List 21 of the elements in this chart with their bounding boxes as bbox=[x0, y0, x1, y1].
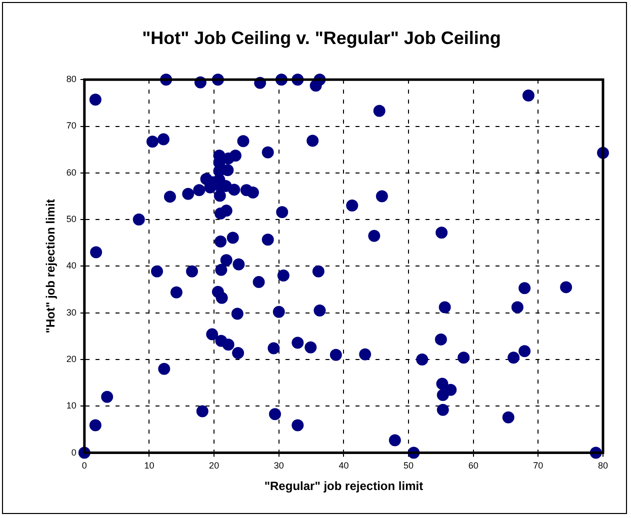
x-tick-label: 30 bbox=[274, 460, 284, 471]
y-tick-label: 40 bbox=[66, 260, 76, 271]
x-tick-label: 50 bbox=[404, 460, 414, 471]
x-tick-label: 40 bbox=[338, 460, 349, 471]
x-tick-label: 10 bbox=[144, 460, 154, 471]
y-axis-title: "Hot" job rejection limit bbox=[44, 199, 58, 334]
y-tick-label: 80 bbox=[66, 74, 76, 84]
x-tick-label: 20 bbox=[209, 460, 220, 471]
chart-title: "Hot" Job Ceiling v. "Regular" Job Ceiling bbox=[142, 28, 501, 48]
y-tick-label: 20 bbox=[66, 354, 76, 364]
x-axis-title: "Regular" job rejection limit bbox=[264, 479, 424, 494]
y-tick-label: 10 bbox=[66, 400, 76, 411]
y-tick-label: 60 bbox=[66, 167, 76, 178]
x-tick-label: 80 bbox=[598, 460, 608, 471]
y-tick-label: 0 bbox=[71, 447, 76, 458]
x-tick-label: 60 bbox=[468, 460, 478, 471]
x-tick-label: 70 bbox=[533, 460, 544, 471]
y-tick-label: 70 bbox=[66, 120, 76, 131]
y-tick-label: 50 bbox=[66, 214, 76, 224]
y-tick-label: 30 bbox=[66, 307, 76, 318]
x-tick-label: 0 bbox=[82, 460, 87, 471]
